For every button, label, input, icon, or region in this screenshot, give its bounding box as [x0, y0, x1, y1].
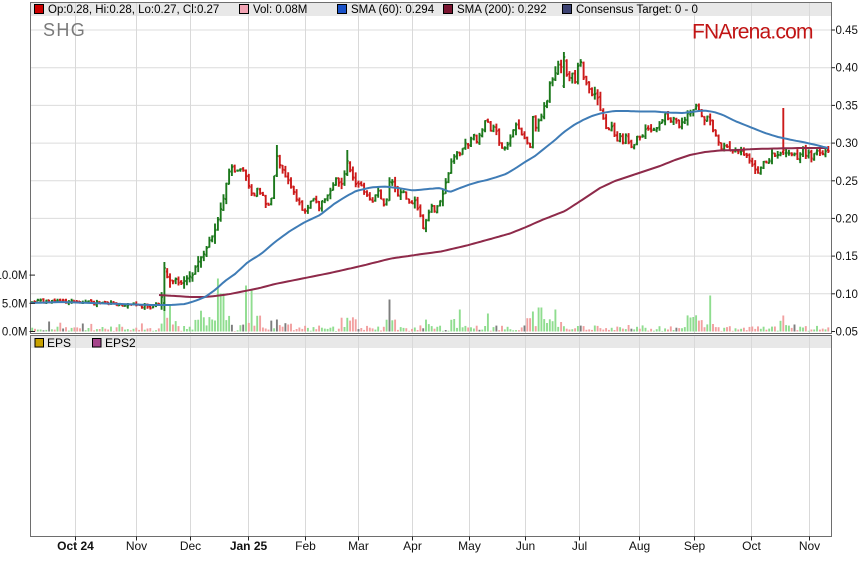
svg-text:0.40: 0.40 [836, 63, 858, 75]
svg-text:Jun: Jun [516, 539, 535, 553]
svg-text:Mar: Mar [348, 539, 369, 553]
svg-text:10.0M: 10.0M [0, 270, 28, 282]
svg-text:Apr: Apr [403, 539, 422, 553]
svg-text:5.0M: 5.0M [2, 298, 28, 310]
svg-text:0.35: 0.35 [836, 100, 858, 112]
svg-text:0.45: 0.45 [836, 25, 858, 37]
svg-text:Oct: Oct [742, 539, 761, 553]
svg-text:0.0M: 0.0M [2, 327, 28, 339]
svg-text:SMA (200): 0.292: SMA (200): 0.292 [457, 4, 547, 16]
svg-text:SHG: SHG [43, 20, 86, 40]
svg-text:SMA (60): 0.294: SMA (60): 0.294 [351, 4, 435, 16]
svg-text:0.10: 0.10 [836, 289, 858, 301]
svg-text:Dec: Dec [180, 539, 201, 553]
svg-text:Op:0.28, Hi:0.28, Lo:0.27, Cl:: Op:0.28, Hi:0.28, Lo:0.27, Cl:0.27 [48, 4, 219, 16]
svg-text:Jan 25: Jan 25 [230, 539, 268, 553]
svg-text:0.30: 0.30 [836, 138, 858, 150]
svg-text:Aug: Aug [629, 539, 650, 553]
svg-text:0.15: 0.15 [836, 251, 858, 263]
svg-text:Vol: 0.08M: Vol: 0.08M [253, 4, 307, 16]
svg-text:Feb: Feb [295, 539, 316, 553]
svg-text:0.20: 0.20 [836, 213, 858, 225]
svg-text:Consensus Target: 0 - 0: Consensus Target: 0 - 0 [576, 4, 698, 16]
svg-text:Sep: Sep [684, 539, 706, 553]
svg-text:May: May [458, 539, 481, 553]
svg-text:0.05: 0.05 [836, 327, 858, 339]
svg-text:Jul: Jul [572, 539, 587, 553]
svg-text:FNArena.com: FNArena.com [692, 21, 813, 44]
svg-text:0.25: 0.25 [836, 176, 858, 188]
svg-text:Oct 24: Oct 24 [57, 539, 94, 553]
svg-text:Nov: Nov [799, 539, 820, 553]
svg-text:Nov: Nov [126, 539, 147, 553]
svg-text:EPS: EPS [47, 336, 71, 350]
svg-text:EPS2: EPS2 [105, 336, 136, 350]
